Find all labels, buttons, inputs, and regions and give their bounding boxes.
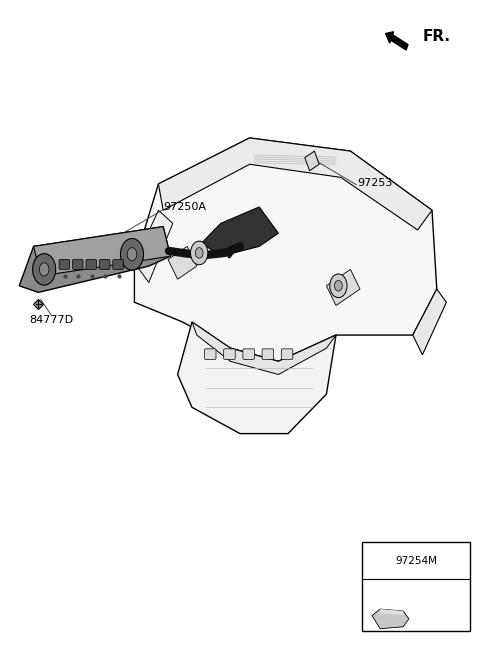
Text: 97250A: 97250A [163,202,206,212]
Text: 97253: 97253 [358,177,393,188]
FancyBboxPatch shape [72,260,83,269]
Circle shape [39,263,49,276]
Polygon shape [134,210,173,283]
Polygon shape [305,151,319,171]
Polygon shape [380,609,403,615]
Bar [362,542,470,631]
Polygon shape [134,138,437,361]
FancyBboxPatch shape [243,349,254,359]
Polygon shape [34,227,170,276]
Polygon shape [372,609,409,629]
Circle shape [330,274,347,298]
FancyBboxPatch shape [59,260,70,269]
Polygon shape [326,269,360,306]
FancyArrow shape [385,32,408,50]
Text: 97254M: 97254M [396,556,437,566]
Polygon shape [202,207,278,256]
Polygon shape [178,322,336,434]
Polygon shape [158,138,432,230]
Circle shape [191,241,208,265]
Polygon shape [413,289,446,355]
Polygon shape [168,246,197,279]
Circle shape [127,248,137,261]
Text: FR.: FR. [422,29,450,43]
Text: 84777D: 84777D [29,315,73,325]
FancyBboxPatch shape [113,260,123,269]
FancyBboxPatch shape [224,349,235,359]
Polygon shape [19,227,170,292]
Circle shape [120,238,144,270]
Circle shape [195,248,203,258]
Circle shape [33,254,56,285]
Polygon shape [192,322,336,374]
FancyBboxPatch shape [99,260,110,269]
FancyBboxPatch shape [281,349,293,359]
Circle shape [335,281,342,291]
FancyBboxPatch shape [204,349,216,359]
FancyBboxPatch shape [86,260,96,269]
FancyBboxPatch shape [262,349,274,359]
